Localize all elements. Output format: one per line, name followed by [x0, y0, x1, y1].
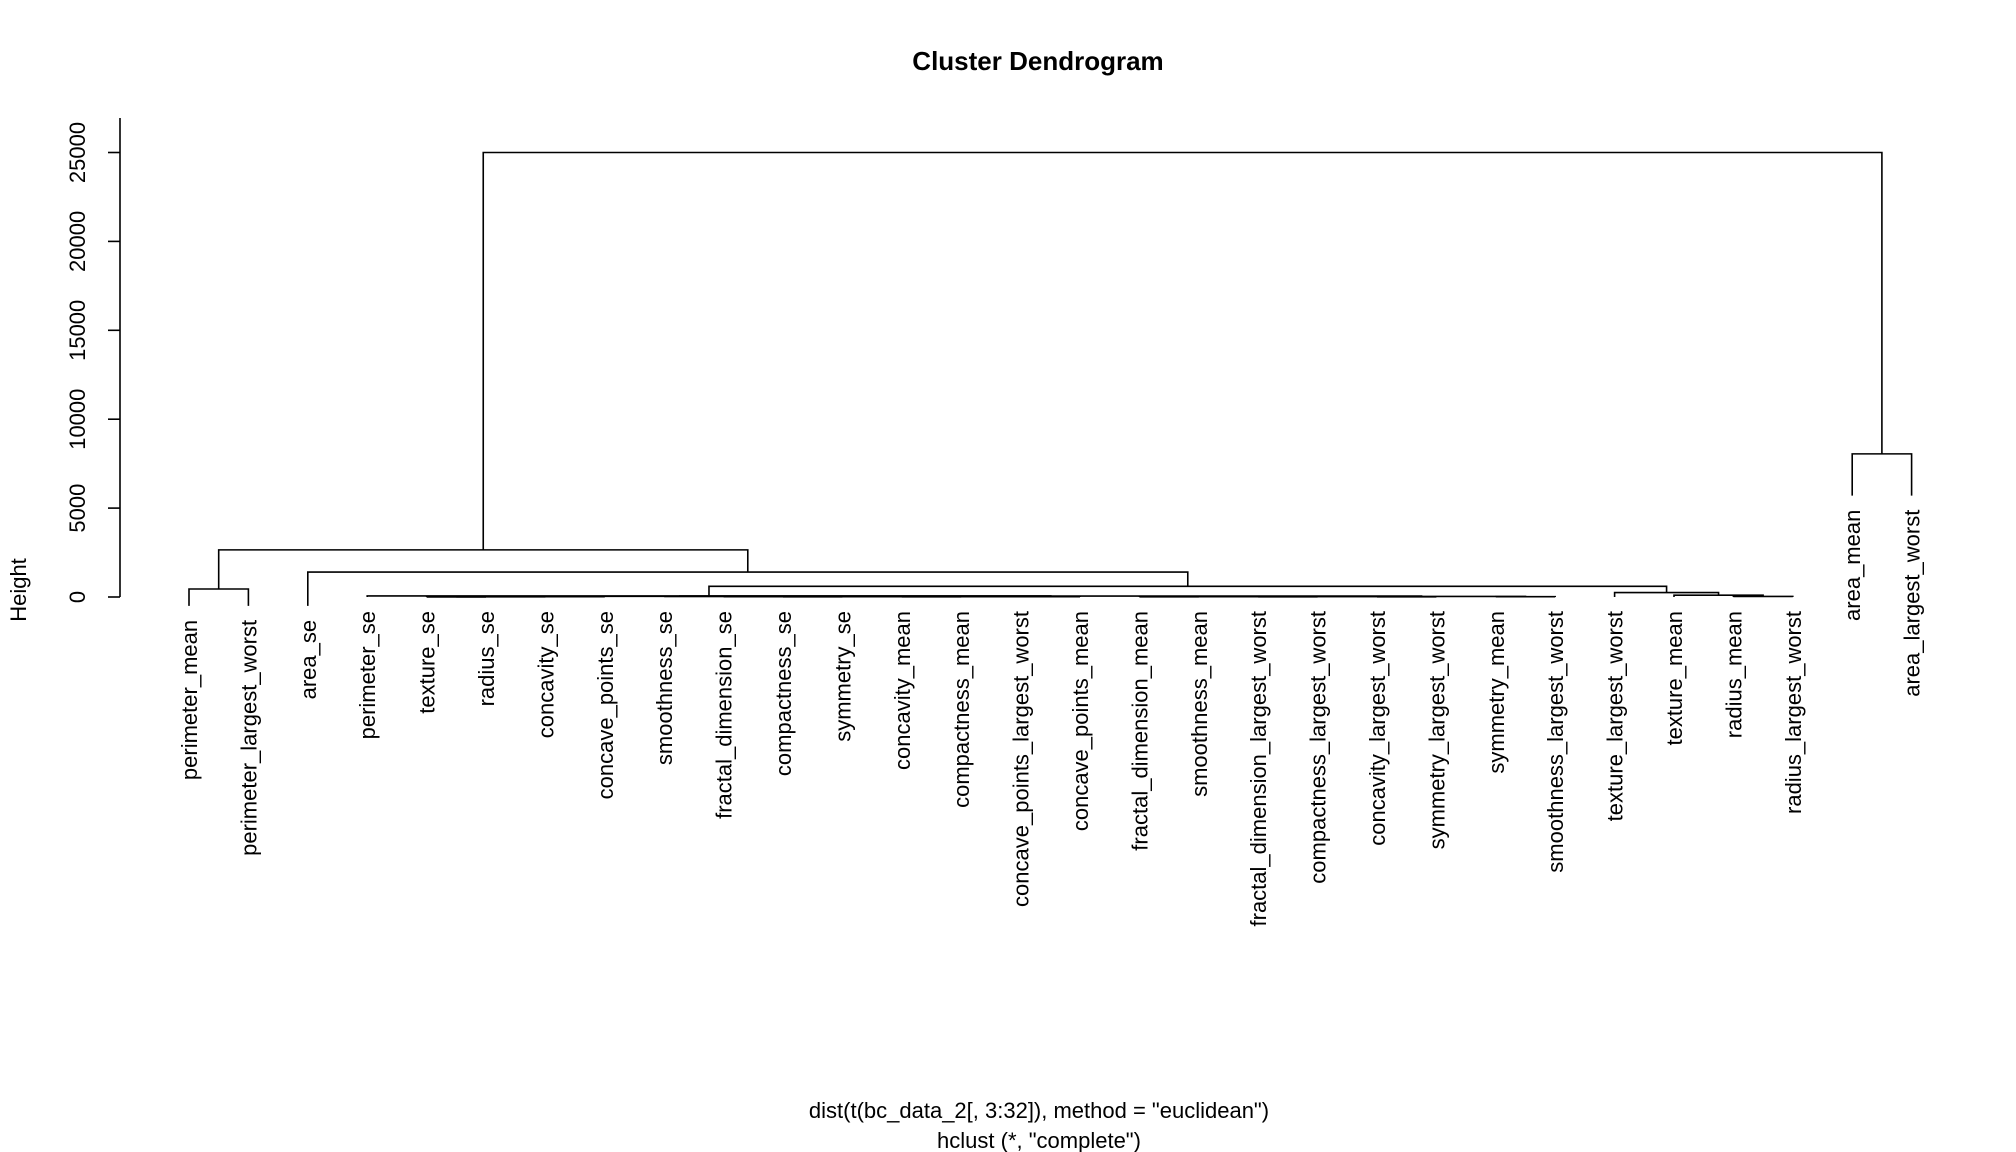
- dendrogram-merge: [1851, 453, 1913, 496]
- y-tick-label: 5000: [65, 484, 90, 533]
- distance-method-label: dist(t(bc_data_2[, 3:32]), method = "euc…: [809, 1098, 1269, 1123]
- leaf-label: fractal_dimension_se: [712, 611, 737, 819]
- dendrogram-merge: [1732, 595, 1794, 598]
- leaf-label: perimeter_mean: [177, 620, 202, 780]
- leaf-label: texture_largest_worst: [1603, 611, 1628, 821]
- leaf-label: smoothness_largest_worst: [1543, 611, 1568, 873]
- leaf-label: fractal_dimension_largest_worst: [1246, 611, 1271, 927]
- leaf-label: area_largest_worst: [1900, 510, 1925, 697]
- y-axis-label: Height: [6, 558, 31, 622]
- leaf-label: compactness_mean: [949, 611, 974, 808]
- y-axis: 0 5000 10000 15000 20000 25000: [65, 118, 121, 603]
- y-tick-label: 25000: [65, 122, 90, 183]
- leaf-label: concavity_mean: [890, 611, 915, 770]
- leaf-label: concavity_largest_worst: [1365, 611, 1390, 846]
- dendrogram-merge: [217, 549, 749, 589]
- leaf-label: compactness_largest_worst: [1306, 611, 1331, 884]
- y-tick-label: 20000: [65, 211, 90, 272]
- leaf-label: radius_mean: [1721, 611, 1746, 738]
- leaf-label: perimeter_largest_worst: [236, 620, 261, 856]
- leaf-labels: perimeter_mean perimeter_largest_worst are…: [177, 510, 1925, 927]
- dendrogram-merge: [482, 151, 1883, 550]
- leaf-label: perimeter_se: [355, 611, 380, 739]
- leaf-label: concave_points_largest_worst: [1009, 611, 1034, 907]
- leaf-label: texture_mean: [1662, 611, 1687, 746]
- leaf-label: fractal_dimension_mean: [1127, 611, 1152, 851]
- leaf-label: smoothness_mean: [1187, 611, 1212, 797]
- leaf-label: area_mean: [1840, 510, 1865, 621]
- dendrogram-merge: [188, 588, 250, 606]
- leaf-label: symmetry_largest_worst: [1424, 611, 1449, 849]
- y-tick-label: 15000: [65, 300, 90, 361]
- leaf-label: symmetry_mean: [1484, 611, 1509, 774]
- dendrogram-branches: [188, 151, 1913, 606]
- chart-title: Cluster Dendrogram: [912, 46, 1163, 76]
- dendrogram-merge: [708, 585, 1668, 596]
- leaf-label: concave_points_mean: [1068, 611, 1093, 831]
- leaf-label: texture_se: [415, 611, 440, 714]
- leaf-label: smoothness_se: [652, 611, 677, 765]
- leaf-label: radius_se: [474, 611, 499, 706]
- dendrogram-merge: [307, 571, 1189, 606]
- leaf-label: concavity_se: [533, 611, 558, 738]
- leaf-label: radius_largest_worst: [1781, 611, 1806, 814]
- leaf-label: concave_points_se: [593, 611, 618, 799]
- y-tick-label: 0: [65, 591, 90, 603]
- leaf-label: symmetry_se: [830, 611, 855, 742]
- y-tick-label: 10000: [65, 389, 90, 450]
- leaf-label: compactness_se: [771, 611, 796, 776]
- cluster-method-label: hclust (*, "complete"): [937, 1128, 1141, 1152]
- leaf-label: area_se: [296, 620, 321, 700]
